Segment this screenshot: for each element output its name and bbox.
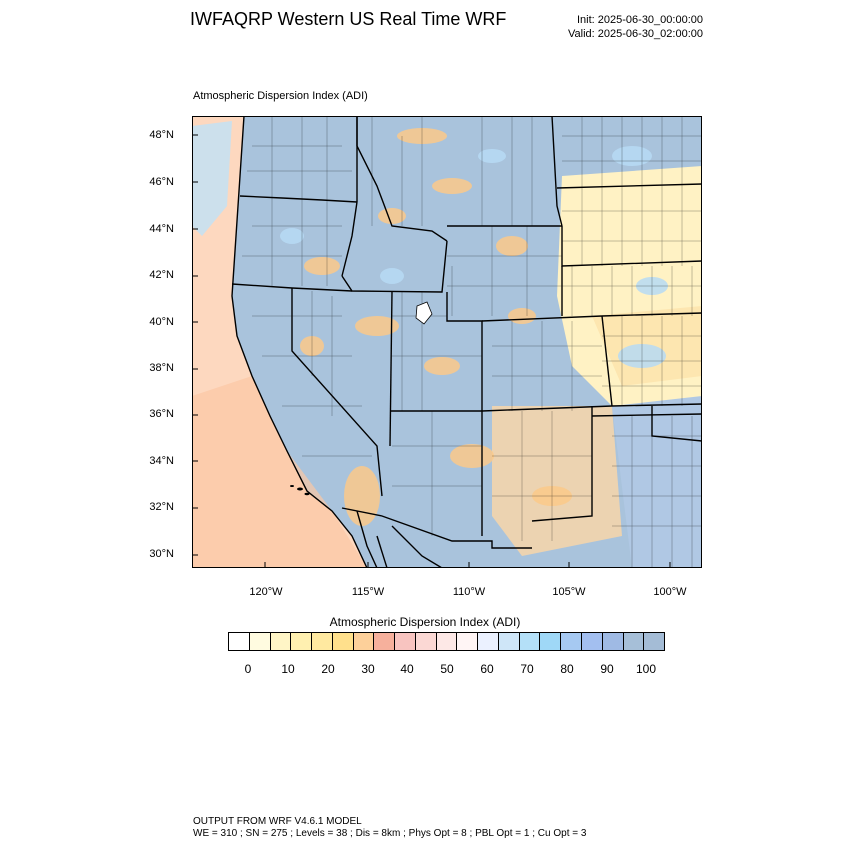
footer-line-2: WE = 310 ; SN = 275 ; Levels = 38 ; Dis … [193,828,587,839]
time-info: Init: 2025-06-30_00:00:00 Valid: 2025-06… [568,13,703,41]
footer-line-1: OUTPUT FROM WRF V4.6.1 MODEL [193,816,362,827]
colorbar-swatch [229,633,250,650]
lat-label-38: 38°N [149,362,174,374]
colorbar-swatch [374,633,396,650]
colorbar-swatch [540,633,562,650]
colorbar-swatch [623,633,645,650]
colorbar-tick: 80 [560,662,574,676]
colorbar-swatch [436,633,458,650]
colorbar-tick: 100 [635,662,657,676]
colorbar-tick: 60 [480,662,494,676]
colorbar-swatch [291,633,313,650]
model-footer: OUTPUT FROM WRF V4.6.1 MODEL WE = 310 ; … [193,816,586,840]
lat-label-30: 30°N [149,548,174,560]
colorbar-tick: 10 [281,662,295,676]
lat-label-44: 44°N [149,223,174,235]
plot-title: IWFAQRP Western US Real Time WRF [190,9,507,29]
colorbar-swatch [582,633,603,650]
colorbar-tick: 20 [321,662,335,676]
lon-label-115: 115°W [351,586,385,598]
colorbar-tick: 90 [600,662,614,676]
offshore-warm [192,376,367,568]
colorbar-swatch [249,633,271,650]
colorbar-swatch [519,633,541,650]
lat-label-42: 42°N [149,269,174,281]
state-boundaries [231,116,702,568]
valid-time: Valid: 2025-06-30_02:00:00 [568,28,703,40]
colorbar-swatch [332,633,354,650]
lon-label-100: 100°W [653,586,687,598]
colorbar-swatch [353,633,375,650]
lat-label-32: 32°N [149,501,174,513]
colorbar-swatch [312,633,333,650]
init-time: Init: 2025-06-30_00:00:00 [577,14,703,26]
channel-islands [290,485,310,496]
colorbar-swatch [415,633,437,650]
great-salt-lake [415,301,433,325]
colorbar-swatch [644,633,665,650]
lat-label-48: 48°N [149,129,174,141]
colorbar-swatch [395,633,416,650]
map-frame [192,116,702,568]
colorbar-tick: 50 [440,662,454,676]
colorbar [228,632,665,651]
colorbar-swatch [478,633,499,650]
colorbar-tick: 0 [244,662,252,676]
lat-label-46: 46°N [149,176,174,188]
lat-label-36: 36°N [149,408,174,420]
lon-label-120: 120°W [249,586,283,598]
lat-label-40: 40°N [149,316,174,328]
colorbar-tick: 30 [361,662,375,676]
lat-label-34: 34°N [149,455,174,467]
colorbar-swatch [457,633,479,650]
field-label: Atmospheric Dispersion Index (ADI) [193,90,368,102]
offshore-blue [192,121,232,236]
map-svg [192,116,702,568]
southwest-area [492,406,622,556]
colorbar-tick: 40 [400,662,414,676]
lon-label-105: 105°W [552,586,586,598]
map-panel [192,116,702,568]
colorbar-swatch [270,633,292,650]
colorbar-title: Atmospheric Dispersion Index (ADI) [329,615,521,629]
colorbar-swatch [561,633,583,650]
lon-label-110: 110°W [452,586,486,598]
colorbar-swatch [602,633,624,650]
colorbar-swatch [498,633,520,650]
colorbar-tick: 70 [520,662,534,676]
